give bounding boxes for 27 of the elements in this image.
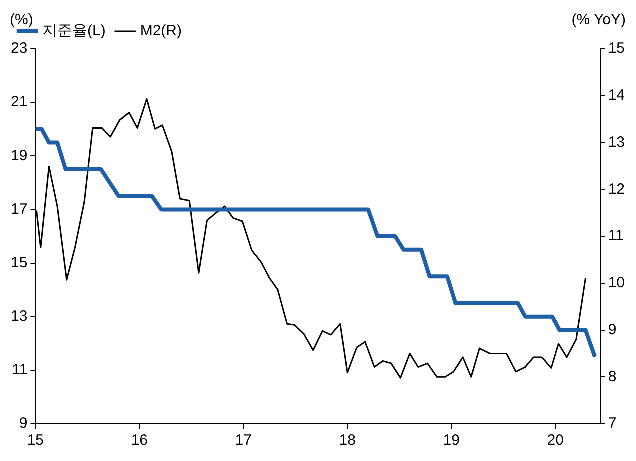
x-tick-label: 18 bbox=[339, 432, 356, 450]
y-tick-label: 9 bbox=[19, 415, 28, 432]
legend-label: 지준율(L) bbox=[42, 22, 106, 40]
x-tick-label: 16 bbox=[131, 432, 148, 450]
y2-tick-label: 14 bbox=[608, 87, 626, 104]
y-tick-label: 17 bbox=[10, 200, 28, 218]
y2-tick-label: 9 bbox=[608, 321, 617, 338]
y2-axis-title: (% YoY) bbox=[572, 12, 626, 29]
y2-tick-label: 10 bbox=[608, 274, 626, 292]
x-tick-label: 20 bbox=[547, 432, 564, 450]
legend-label: M2(R) bbox=[140, 22, 182, 40]
y2-tick-label: 12 bbox=[608, 180, 626, 198]
y-tick-label: 13 bbox=[10, 308, 28, 325]
y-tick-label: 21 bbox=[10, 94, 28, 111]
y2-tick-label: 15 bbox=[608, 40, 626, 58]
y-tick-label: 19 bbox=[10, 147, 28, 164]
y-tick-label: 11 bbox=[12, 362, 28, 379]
y-axis-title: (%) bbox=[10, 12, 34, 29]
y-tick-label: 23 bbox=[10, 40, 28, 58]
y2-tick-label: 7 bbox=[608, 415, 617, 432]
x-tick-label: 19 bbox=[443, 432, 460, 450]
x-tick-label: 17 bbox=[235, 432, 252, 450]
x-tick-label: 15 bbox=[27, 432, 44, 450]
y2-tick-label: 13 bbox=[608, 134, 626, 151]
y2-tick-label: 8 bbox=[608, 368, 617, 386]
y-tick-label: 15 bbox=[10, 254, 28, 272]
y2-tick-label: 11 bbox=[608, 228, 624, 245]
